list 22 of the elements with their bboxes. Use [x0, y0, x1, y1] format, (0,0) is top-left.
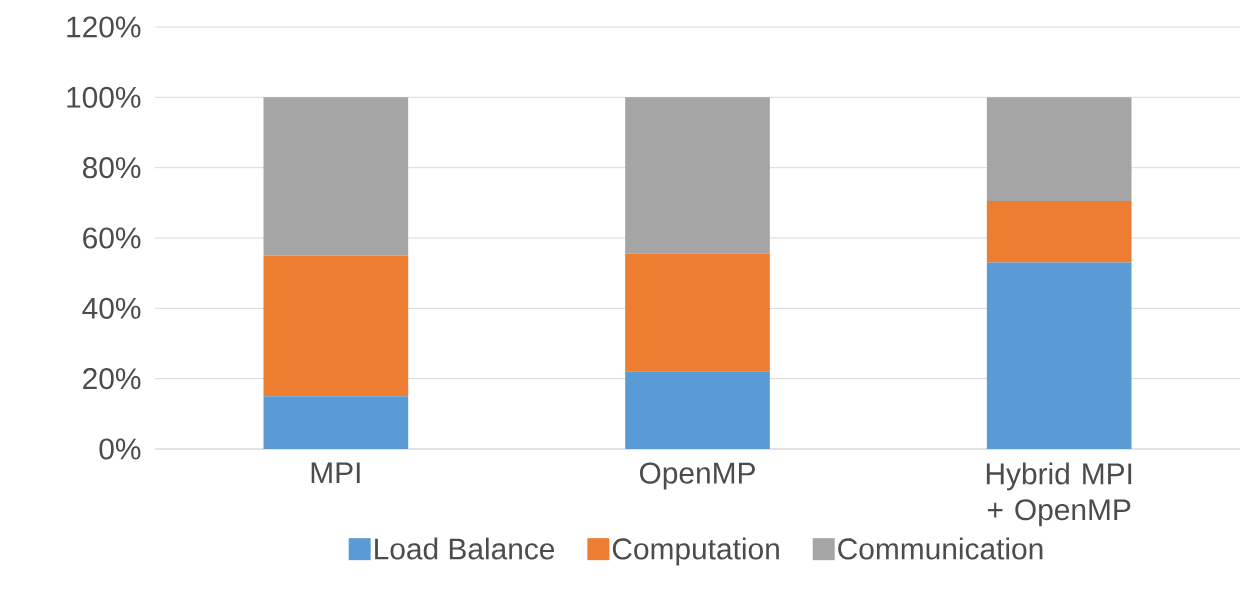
y-tick-label: 0%	[99, 438, 141, 460]
y-tick-label: 100%	[67, 86, 141, 108]
bar	[625, 253, 770, 372]
y-tick-label: 20%	[83, 368, 141, 390]
bar	[263, 97, 409, 256]
bar	[625, 97, 770, 254]
x-tick-label: Hybrid MPI + OpenMP	[986, 462, 1132, 527]
y-tick-label: 80%	[82, 157, 141, 179]
bar	[986, 262, 1132, 449]
bar	[986, 201, 1132, 263]
y-tick-label: 60%	[83, 227, 141, 249]
bar	[625, 371, 770, 449]
bar	[263, 396, 409, 449]
legend-label: Communication	[838, 537, 1043, 560]
y-tick-label: 40%	[82, 297, 141, 319]
legend-label: Computation	[612, 537, 779, 566]
legend-label: Load Balance	[375, 537, 555, 560]
x-tick-label: MPI	[311, 462, 360, 484]
x-tick-label: OpenMP	[639, 462, 755, 490]
bar	[263, 255, 409, 397]
bar	[986, 97, 1132, 202]
y-tick-label: 120%	[67, 16, 141, 38]
